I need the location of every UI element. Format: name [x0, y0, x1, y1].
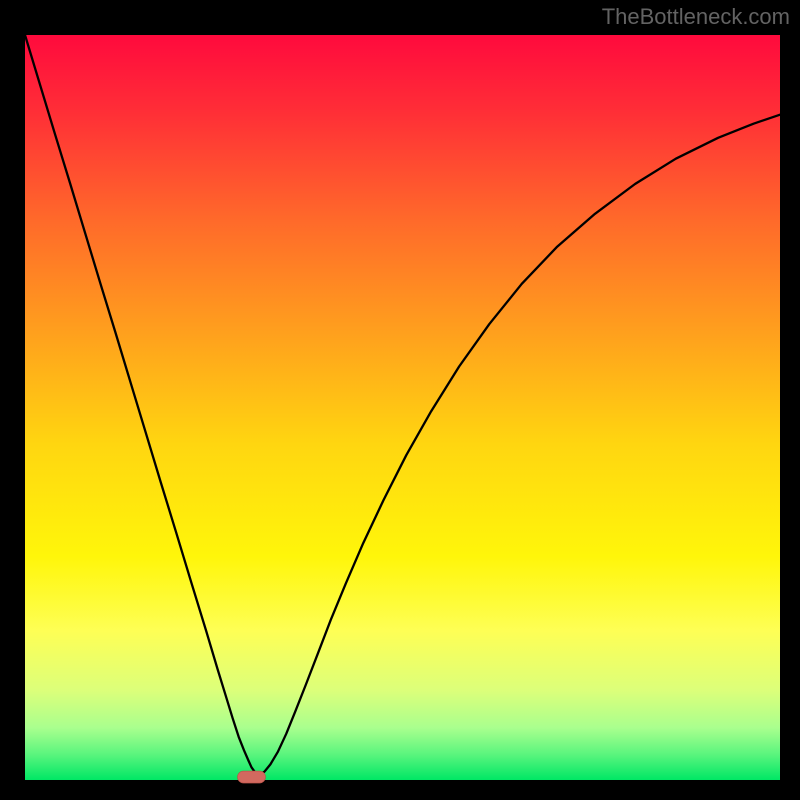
- chart-stage: TheBottleneck.com: [0, 0, 800, 800]
- optimal-point-marker: [238, 771, 266, 783]
- chart-svg: [0, 0, 800, 800]
- watermark-text: TheBottleneck.com: [602, 4, 790, 30]
